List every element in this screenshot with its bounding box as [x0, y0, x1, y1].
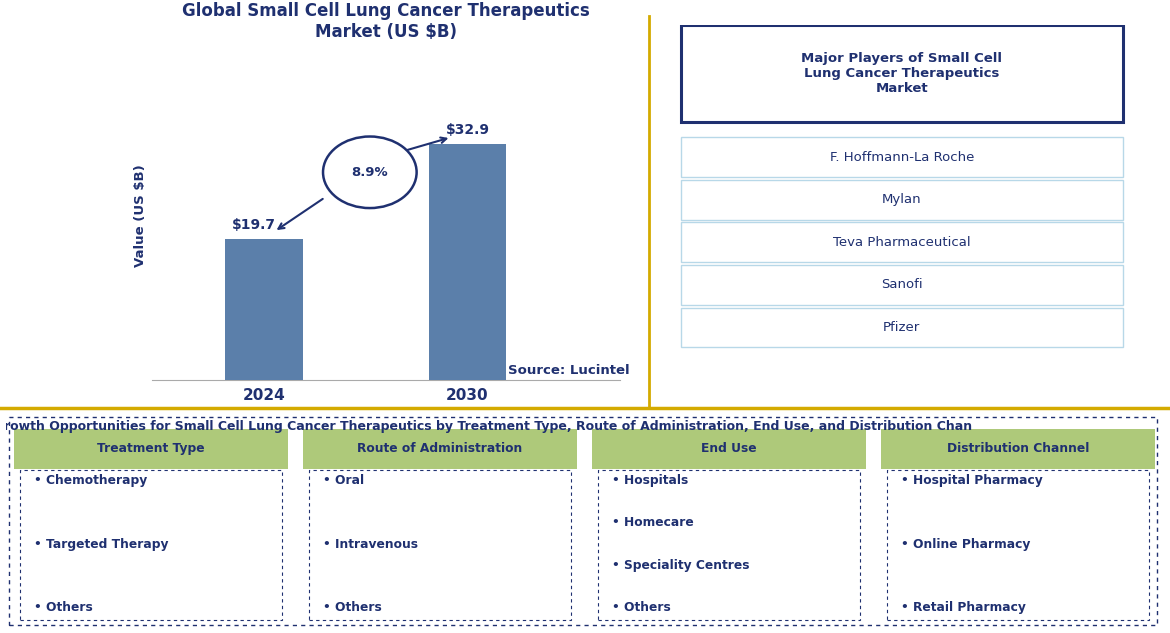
FancyBboxPatch shape [887, 470, 1149, 620]
Text: Distribution Channel: Distribution Channel [947, 442, 1089, 455]
Text: Teva Pharmaceutical: Teva Pharmaceutical [833, 236, 971, 249]
Text: • Online Pharmacy: • Online Pharmacy [901, 537, 1030, 551]
FancyBboxPatch shape [303, 429, 577, 468]
Text: End Use: End Use [701, 442, 757, 455]
Text: Treatment Type: Treatment Type [97, 442, 205, 455]
Text: Major Players of Small Cell
Lung Cancer Therapeutics
Market: Major Players of Small Cell Lung Cancer … [801, 53, 1003, 95]
Text: • Retail Pharmacy: • Retail Pharmacy [901, 601, 1025, 614]
Bar [226, 239, 303, 380]
Text: • Others: • Others [34, 601, 92, 614]
FancyBboxPatch shape [681, 180, 1123, 220]
Ellipse shape [323, 137, 417, 208]
Text: • Targeted Therapy: • Targeted Therapy [34, 537, 168, 551]
FancyBboxPatch shape [681, 137, 1123, 177]
Text: • Homecare: • Homecare [612, 517, 694, 529]
Text: 8.9%: 8.9% [351, 166, 388, 179]
Text: • Hospital Pharmacy: • Hospital Pharmacy [901, 474, 1042, 487]
Y-axis label: Value (US $B): Value (US $B) [133, 164, 146, 266]
FancyBboxPatch shape [598, 470, 860, 620]
FancyBboxPatch shape [681, 222, 1123, 262]
Text: Pfizer: Pfizer [883, 321, 921, 334]
FancyBboxPatch shape [9, 417, 1157, 625]
FancyBboxPatch shape [681, 308, 1123, 348]
Text: • Intravenous: • Intravenous [323, 537, 418, 551]
Text: • Others: • Others [612, 601, 670, 614]
FancyBboxPatch shape [681, 265, 1123, 305]
FancyBboxPatch shape [881, 429, 1155, 468]
Bar [429, 144, 507, 380]
Title: Global Small Cell Lung Cancer Therapeutics
Market (US $B): Global Small Cell Lung Cancer Therapeuti… [183, 2, 590, 41]
Text: F. Hoffmann-La Roche: F. Hoffmann-La Roche [830, 151, 973, 164]
FancyBboxPatch shape [309, 470, 571, 620]
Text: • Hospitals: • Hospitals [612, 474, 688, 487]
FancyBboxPatch shape [14, 429, 288, 468]
Text: • Others: • Others [323, 601, 381, 614]
Text: $19.7: $19.7 [232, 218, 276, 232]
Text: Sanofi: Sanofi [881, 279, 923, 291]
Text: rowth Opportunities for Small Cell Lung Cancer Therapeutics by Treatment Type, R: rowth Opportunities for Small Cell Lung … [4, 420, 971, 433]
FancyBboxPatch shape [681, 25, 1123, 122]
Text: • Chemotherapy: • Chemotherapy [34, 474, 147, 487]
Text: • Oral: • Oral [323, 474, 364, 487]
Text: Source: Lucintel: Source: Lucintel [508, 363, 629, 377]
FancyBboxPatch shape [20, 470, 282, 620]
FancyBboxPatch shape [592, 429, 866, 468]
Text: $32.9: $32.9 [446, 123, 489, 137]
Text: Mylan: Mylan [882, 193, 922, 206]
Text: • Speciality Centres: • Speciality Centres [612, 559, 749, 572]
Text: Route of Administration: Route of Administration [357, 442, 523, 455]
